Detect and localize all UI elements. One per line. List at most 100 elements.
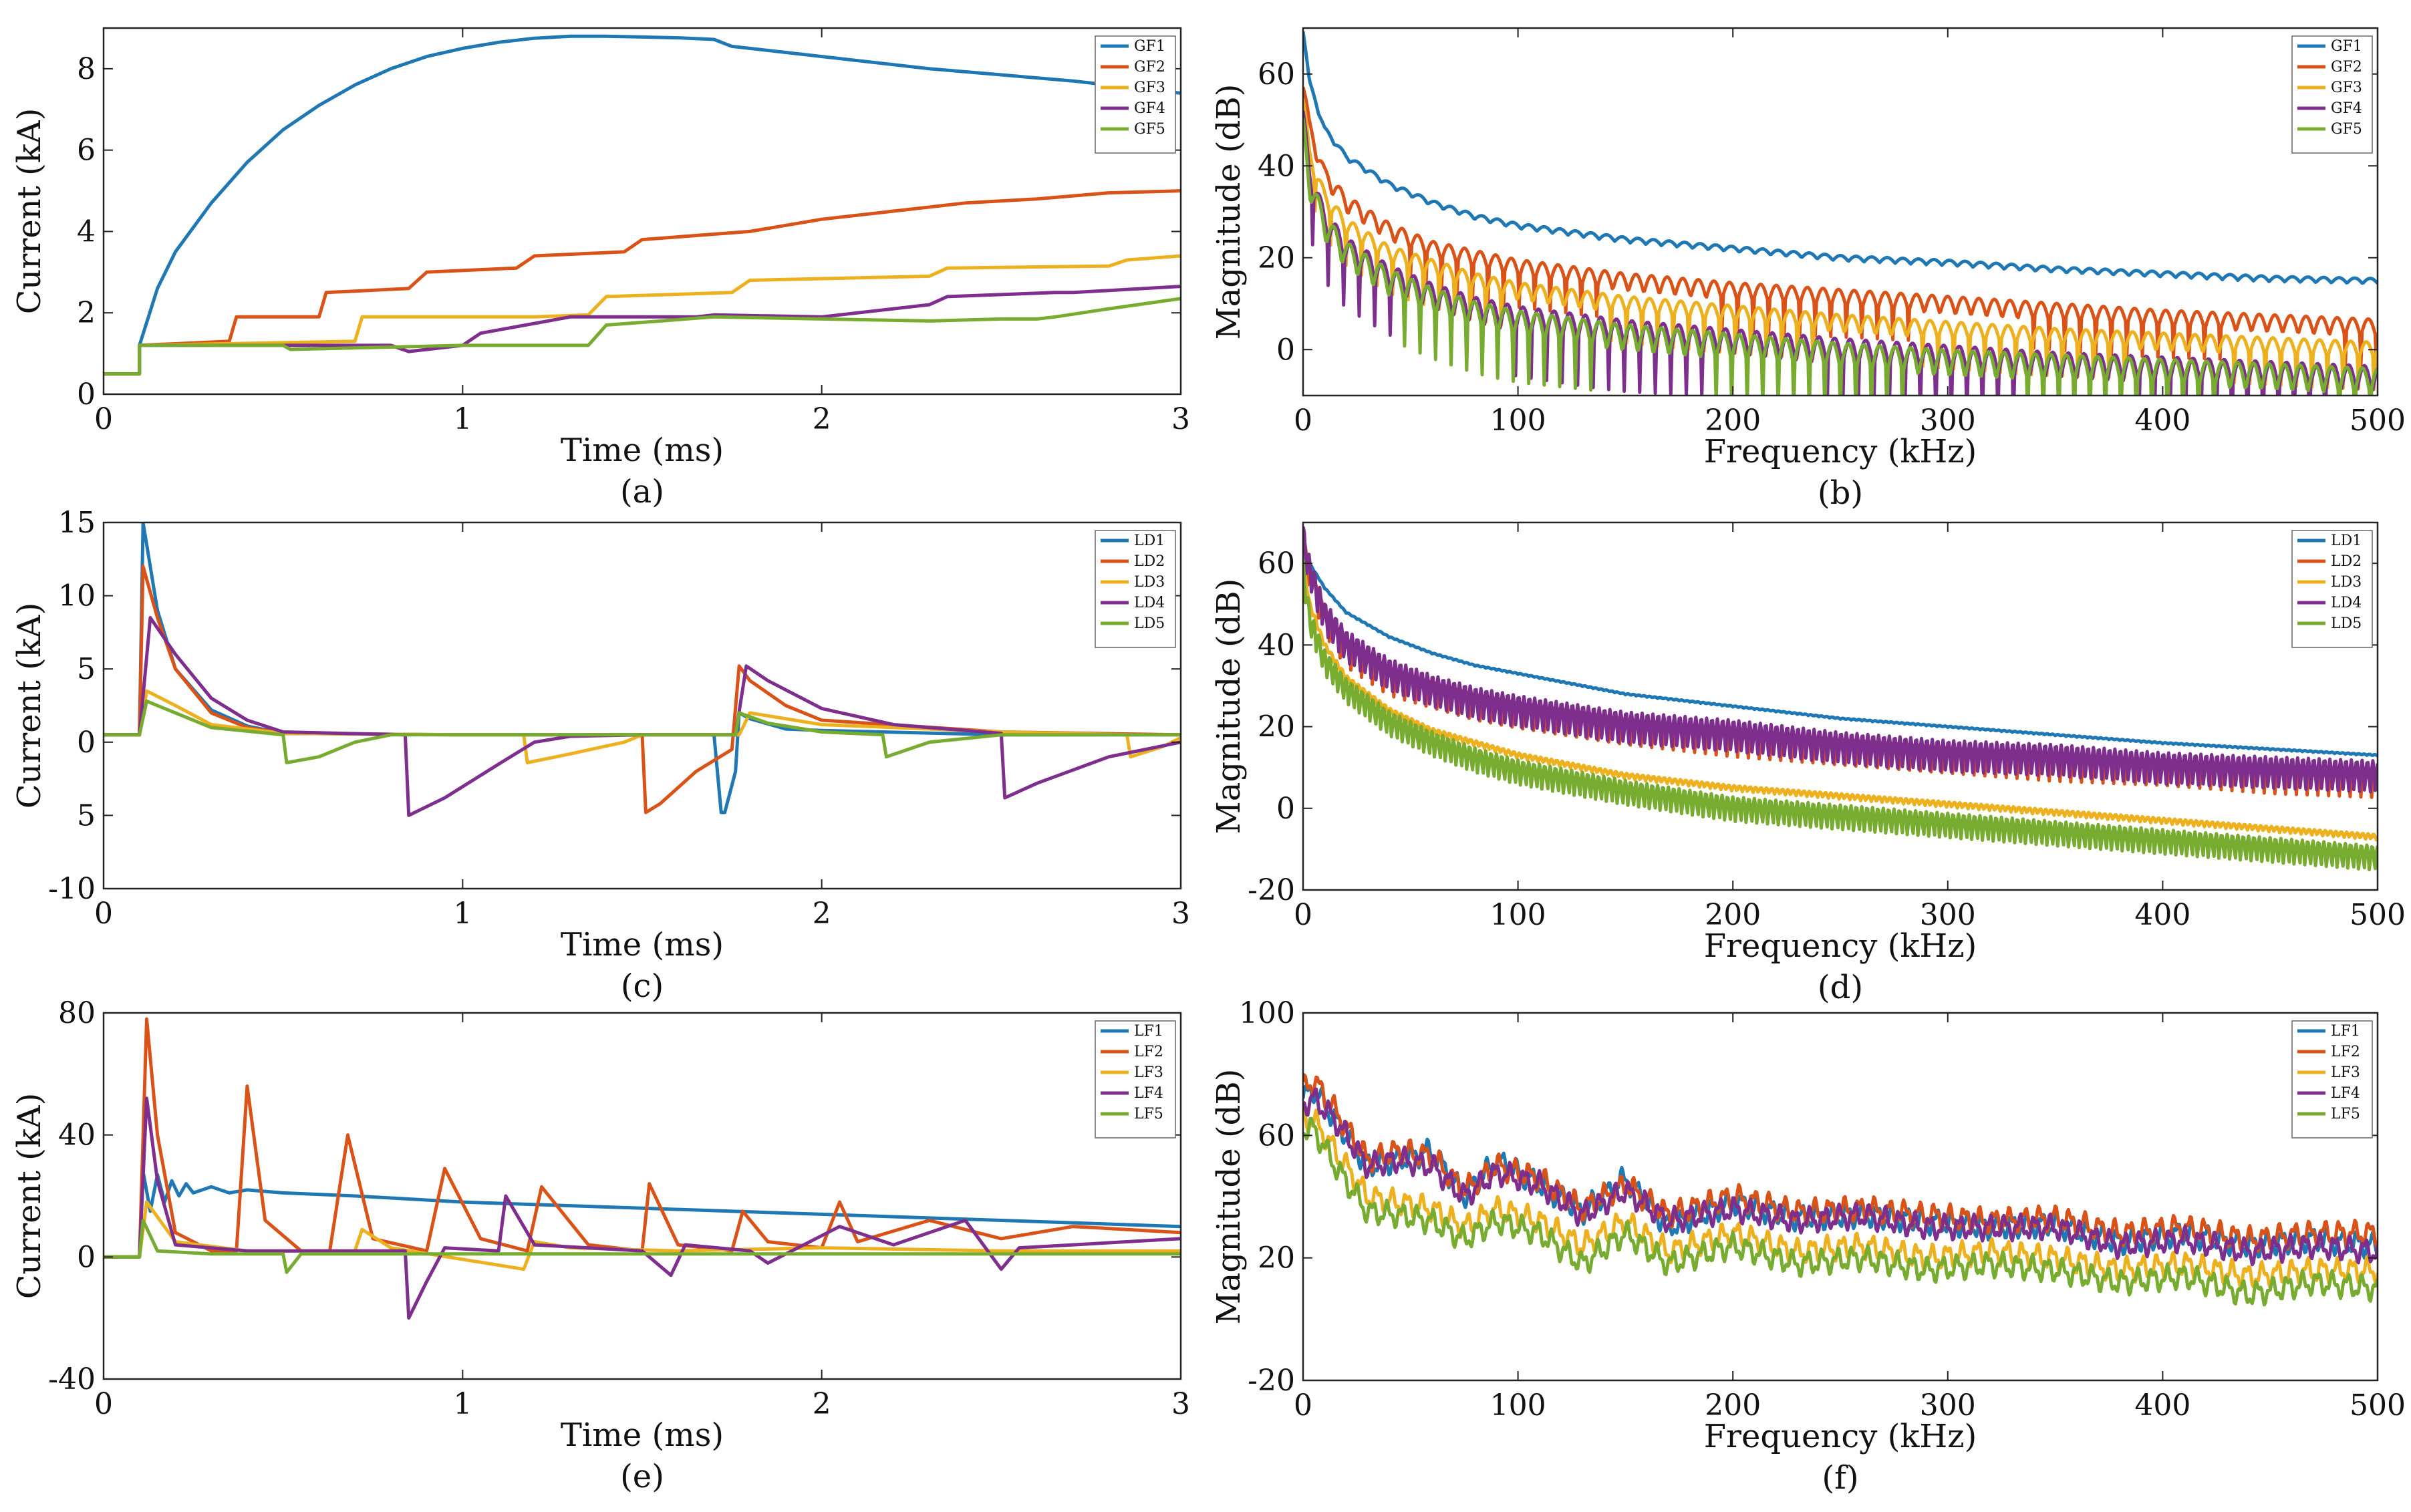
- x-tick-label: 200: [1705, 1388, 1761, 1422]
- y-tick-label: 0: [77, 1240, 96, 1274]
- y-tick-label: 6: [77, 134, 96, 168]
- x-axis-label: Frequency (kHz): [1704, 433, 1977, 470]
- x-tick-label: 0: [94, 402, 113, 436]
- y-axis-label: Current (kA): [11, 603, 48, 809]
- y-tick-label: 0: [1276, 333, 1295, 367]
- legend-box: [1095, 35, 1176, 154]
- legend-label: LF5: [1134, 1106, 1163, 1122]
- subfigure-label: (c): [621, 967, 664, 1005]
- series-line-lf2: [104, 1017, 1181, 1259]
- axes-frame: [1302, 521, 2379, 891]
- x-tick-label: 500: [2350, 898, 2406, 932]
- panel-f: 0 100 200 300 400 500 -20 20 60 100 Frequency (kHz…: [1210, 996, 2406, 1497]
- legend-box: [1095, 530, 1176, 648]
- legend-label: LF5: [2331, 1106, 2360, 1122]
- series-line-gf4: [1303, 110, 2378, 396]
- legend: LF1 LF2 LF3 LF4 LF5: [1095, 1020, 1176, 1139]
- axes-frame: [102, 27, 1182, 396]
- axes-frame: [102, 521, 1182, 890]
- subfigure-label: (e): [620, 1458, 664, 1495]
- series-line-gf4: [104, 285, 1181, 376]
- legend: LD1 LD2 LD3 LD4 LD5: [1095, 530, 1176, 648]
- x-axis-label: Time (ms): [561, 432, 724, 469]
- x-tick-label: 1: [453, 402, 472, 436]
- series-line-gf5: [104, 297, 1181, 376]
- series-line-ld4: [104, 616, 1181, 817]
- legend-label: LD1: [2331, 533, 2362, 549]
- subfigure-label: (a): [620, 473, 664, 510]
- series-line-ld2: [104, 565, 1181, 814]
- y-tick-label: 100: [1239, 996, 1295, 1030]
- series-line-ld5: [1303, 560, 2378, 872]
- x-tick-label: 200: [1705, 898, 1761, 932]
- y-tick-label: 40: [1258, 149, 1295, 183]
- legend-label: LF2: [2331, 1044, 2360, 1060]
- legend-box: [2291, 530, 2373, 648]
- x-tick-label: 2: [813, 402, 831, 436]
- series-line-gf1: [1303, 31, 2378, 285]
- legend-box: [1095, 1020, 1176, 1139]
- x-axis-label: Frequency (kHz): [1704, 1418, 1977, 1455]
- x-tick-label: 0: [1294, 1388, 1312, 1422]
- y-tick-label: 0: [77, 377, 96, 412]
- series-line-lf3: [104, 1200, 1181, 1271]
- x-tick-label: 1: [453, 897, 472, 931]
- legend-label: LD4: [1134, 595, 1165, 611]
- legend-box: [2291, 1020, 2373, 1139]
- x-tick-label: 400: [2134, 1388, 2190, 1422]
- x-tick-label: 100: [1490, 404, 1546, 438]
- x-tick-label: 2: [813, 1387, 831, 1421]
- y-tick-label: 40: [1258, 628, 1295, 662]
- y-tick-label: 40: [58, 1118, 96, 1153]
- y-tick-label: 60: [1258, 547, 1295, 581]
- legend-label: GF3: [1134, 80, 1165, 96]
- y-tick-label: 2: [77, 296, 96, 330]
- axes-frame: [1302, 1012, 2379, 1382]
- y-tick-label: 0: [1276, 792, 1295, 826]
- y-tick-label: -20: [1248, 873, 1295, 907]
- legend-label: LD3: [1134, 574, 1165, 591]
- legend-label: LD5: [2331, 615, 2362, 632]
- series-line-gf2: [104, 189, 1181, 376]
- legend-label: GF4: [1134, 100, 1165, 117]
- x-axis-label: Time (ms): [561, 926, 724, 963]
- legend-label: LF1: [1134, 1023, 1163, 1040]
- series-line-lf1: [104, 1170, 1181, 1259]
- y-tick-label: 60: [1258, 1118, 1295, 1153]
- x-tick-label: 3: [1171, 1387, 1190, 1421]
- legend-label: LF3: [2331, 1064, 2360, 1081]
- y-tick-label: -10: [48, 872, 96, 906]
- legend-label: GF2: [2331, 59, 2362, 75]
- series-line-gf3: [1303, 99, 2378, 392]
- y-tick-label: 20: [1258, 1241, 1295, 1275]
- y-tick-label: 5: [77, 798, 96, 833]
- series-line-ld5: [104, 699, 1181, 764]
- legend: LD1 LD2 LD3 LD4 LD5: [2291, 530, 2373, 648]
- x-tick-label: 0: [1294, 898, 1312, 932]
- series-line-lf5: [1303, 1116, 2378, 1307]
- legend-label: GF4: [2331, 100, 2362, 117]
- y-tick-label: 15: [58, 506, 96, 540]
- legend-label: LD2: [2331, 553, 2362, 570]
- y-tick-label: -40: [48, 1362, 96, 1396]
- x-tick-label: 2: [813, 897, 831, 931]
- y-tick-label: 5: [77, 652, 96, 686]
- y-tick-label: 4: [77, 214, 96, 249]
- x-tick-label: 300: [1920, 404, 1976, 438]
- y-tick-label: 0: [77, 726, 96, 760]
- x-axis-label: Time (ms): [561, 1416, 724, 1454]
- x-tick-label: 3: [1171, 402, 1190, 436]
- y-axis-label: Current (kA): [11, 108, 48, 315]
- x-tick-label: 200: [1705, 404, 1761, 438]
- legend: LF1 LF2 LF3 LF4 LF5: [2291, 1020, 2373, 1139]
- series-line-ld1: [1303, 543, 2378, 758]
- subfigure-label: (d): [1818, 969, 1863, 1006]
- panel-c: 0 1 2 3 -10 5 0 5 10 15 Time (ms) Current (kA) (c) LD…: [11, 506, 1190, 1005]
- legend-label: GF5: [1134, 121, 1165, 138]
- series-line-gf2: [1303, 86, 2378, 368]
- legend-label: LD3: [2331, 574, 2362, 591]
- series-line-gf3: [104, 254, 1181, 376]
